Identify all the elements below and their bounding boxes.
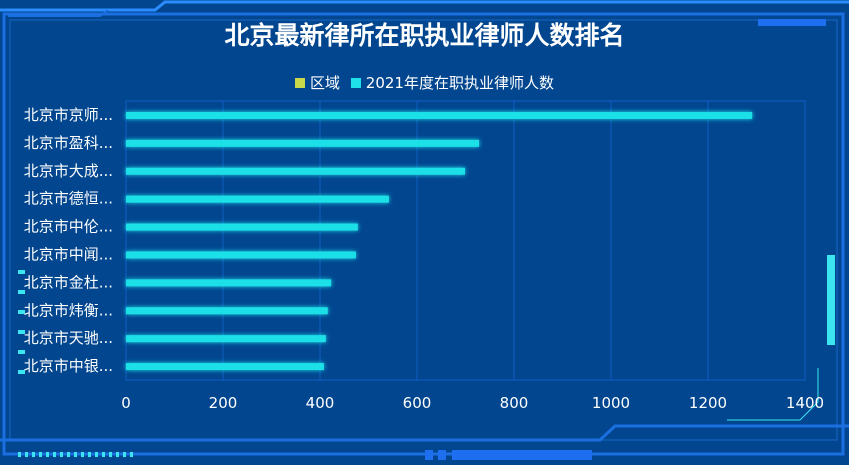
y-category-label: 北京市中银... bbox=[24, 357, 113, 375]
chart-title: 北京最新律所在职执业律师人数排名 bbox=[224, 21, 625, 50]
y-category-label: 北京市京师... bbox=[24, 106, 113, 124]
legend: 区域 2021年度在职执业律师人数 bbox=[0, 72, 849, 93]
x-tick-label: 1000 bbox=[592, 394, 630, 412]
y-category-label: 北京市炜衡... bbox=[24, 301, 113, 319]
y-category-label: 北京市金杜... bbox=[24, 273, 113, 291]
y-category-label: 北京市德恒... bbox=[24, 190, 113, 208]
bar bbox=[126, 139, 480, 147]
x-tick-label: 200 bbox=[209, 394, 238, 412]
x-tick-label: 600 bbox=[403, 394, 432, 412]
x-tick-label: 800 bbox=[500, 394, 529, 412]
x-tick-label: 1200 bbox=[689, 394, 727, 412]
bar bbox=[126, 111, 753, 119]
y-category-label: 北京市盈科... bbox=[24, 134, 113, 152]
y-category-label: 北京市天驰... bbox=[24, 329, 113, 347]
bar bbox=[126, 279, 332, 287]
bar bbox=[126, 223, 358, 231]
x-tick-label: 400 bbox=[306, 394, 335, 412]
bar bbox=[126, 307, 328, 315]
legend-swatch bbox=[350, 77, 361, 88]
legend-item-region[interactable]: 区域 bbox=[295, 72, 340, 93]
y-category-label: 北京市中闻... bbox=[24, 245, 113, 263]
x-tick-label: 0 bbox=[121, 394, 131, 412]
legend-label: 2021年度在职执业律师人数 bbox=[365, 74, 554, 92]
bar bbox=[126, 251, 356, 259]
legend-label: 区域 bbox=[310, 74, 341, 92]
bar bbox=[126, 363, 324, 371]
legend-swatch bbox=[295, 77, 305, 88]
x-tick-label: 1400 bbox=[786, 394, 824, 412]
y-category-label: 北京市中伦... bbox=[24, 218, 113, 236]
legend-item-lawyers[interactable]: 2021年度在职执业律师人数 bbox=[350, 72, 554, 93]
bar bbox=[126, 167, 466, 175]
bar bbox=[126, 335, 326, 343]
bar bbox=[126, 195, 389, 203]
y-category-label: 北京市大成... bbox=[24, 162, 113, 180]
